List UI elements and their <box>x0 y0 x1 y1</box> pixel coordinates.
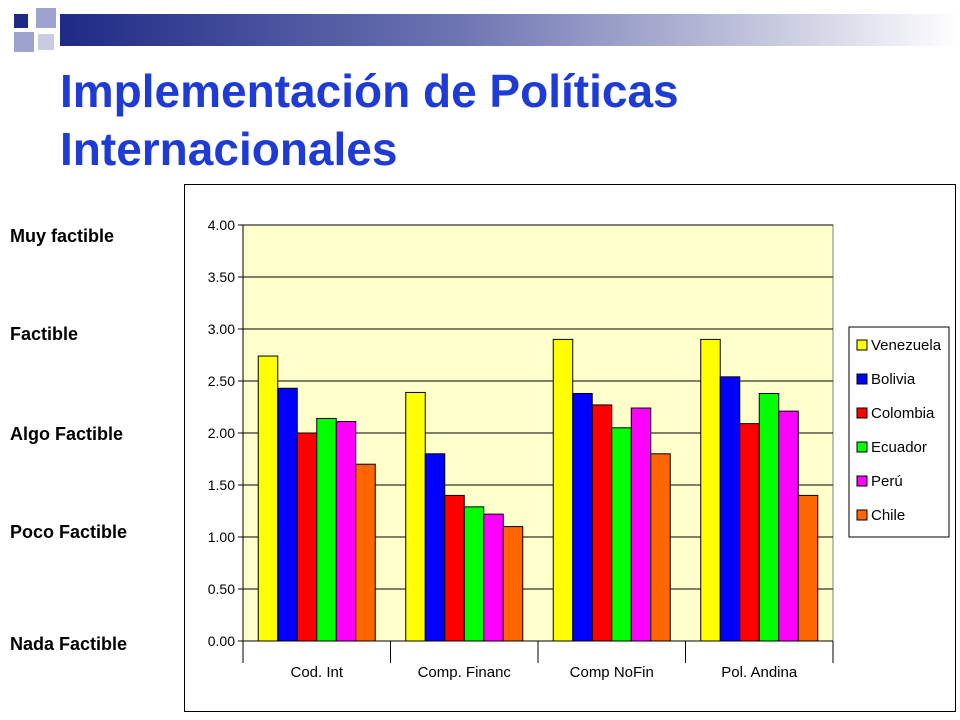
scale-label-muy-factible: Muy factible <box>10 226 115 246</box>
legend-swatch <box>856 407 868 419</box>
legend-swatch <box>856 373 868 385</box>
y-tick-label: 0.00 <box>208 633 235 649</box>
x-tick-label: Cod. Int <box>290 664 343 681</box>
x-tick-label: Pol. Andina <box>721 664 798 681</box>
legend-swatch <box>856 441 868 453</box>
decor-square-light <box>36 8 56 28</box>
scale-label-factible: Factible <box>10 324 79 344</box>
bar <box>257 355 279 642</box>
legend-label: Perú <box>871 473 903 490</box>
header-gradient-bar <box>60 14 960 46</box>
y-tick-label: 0.50 <box>208 581 235 597</box>
bar <box>463 506 485 642</box>
x-tick-label: Comp. Financ <box>418 664 512 681</box>
bar <box>739 423 760 642</box>
slide-title: Implementación de Políticas Internaciona… <box>60 62 940 178</box>
bar <box>296 432 318 642</box>
legend-label: Venezuela <box>871 337 942 354</box>
x-tick-label: Comp NoFin <box>570 664 654 681</box>
bar <box>316 417 337 642</box>
bar <box>700 338 721 642</box>
legend-label: Chile <box>871 507 905 524</box>
bar <box>650 453 671 642</box>
bar <box>502 526 524 642</box>
bar <box>719 376 741 642</box>
legend-label: Colombia <box>871 405 935 422</box>
bar <box>572 392 593 642</box>
slide-title-line1: Implementación de Políticas <box>60 65 679 117</box>
decor-square-pale <box>38 34 54 50</box>
bar <box>552 338 574 642</box>
bar <box>758 392 780 642</box>
bar <box>335 421 357 642</box>
bar <box>424 453 446 642</box>
bar <box>444 494 465 642</box>
y-tick-label: 3.50 <box>208 269 235 285</box>
bar <box>611 427 632 642</box>
scale-label-poco-factible: Poco Factible <box>10 522 128 542</box>
legend-box <box>848 326 950 538</box>
bar <box>778 410 799 642</box>
decor-square-light <box>14 32 34 52</box>
bar <box>405 391 426 642</box>
legend-swatch <box>856 475 868 487</box>
legend-swatch <box>856 339 868 351</box>
legend-swatch <box>856 509 868 521</box>
bar <box>797 494 819 642</box>
scale-label-nada-factible: Nada Factible <box>10 634 128 654</box>
bar <box>355 463 376 642</box>
y-tick-label: 1.00 <box>208 529 235 545</box>
decor-square-dark <box>14 14 28 28</box>
bar-chart: 0.00 0.50 1.00 1.50 2.00 2.50 3.00 3.50 4.00 Cod.… <box>208 217 950 681</box>
chart-frame: 0.00 0.50 1.00 1.50 2.00 2.50 3.00 3.50 4.00 Cod.… <box>184 184 956 712</box>
bar <box>483 513 504 642</box>
bar <box>591 404 613 642</box>
bar <box>277 387 298 642</box>
scale-label-algo-factible: Algo Factible <box>10 424 124 444</box>
y-tick-label: 1.50 <box>208 477 235 493</box>
y-tick-label: 3.00 <box>208 321 235 337</box>
legend-label: Bolivia <box>871 371 916 388</box>
y-tick-label: 2.00 <box>208 425 235 441</box>
y-tick-label: 4.00 <box>208 217 235 233</box>
y-tick-label: 2.50 <box>208 373 235 389</box>
legend-label: Ecuador <box>871 439 927 456</box>
slide-title-line2: Internacionales <box>60 123 398 175</box>
bar <box>630 407 652 642</box>
